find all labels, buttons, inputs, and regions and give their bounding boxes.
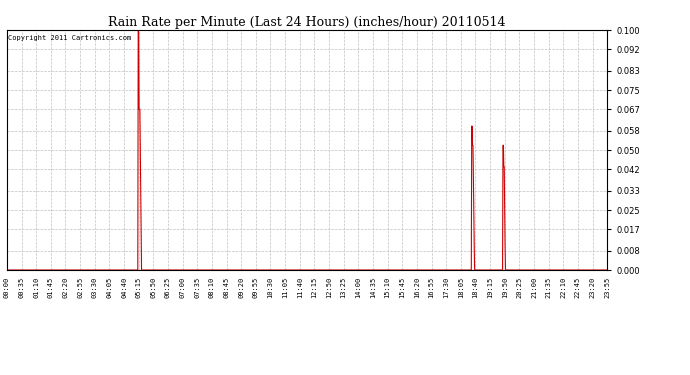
Text: Copyright 2011 Cartronics.com: Copyright 2011 Cartronics.com [8, 35, 131, 41]
Title: Rain Rate per Minute (Last 24 Hours) (inches/hour) 20110514: Rain Rate per Minute (Last 24 Hours) (in… [108, 16, 506, 29]
